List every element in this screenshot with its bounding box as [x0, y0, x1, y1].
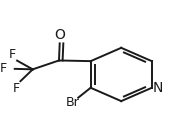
Text: F: F: [13, 82, 20, 95]
Text: O: O: [54, 28, 65, 42]
Text: Br: Br: [66, 96, 80, 109]
Text: F: F: [8, 48, 15, 61]
Text: N: N: [152, 81, 163, 95]
Text: F: F: [0, 62, 7, 75]
